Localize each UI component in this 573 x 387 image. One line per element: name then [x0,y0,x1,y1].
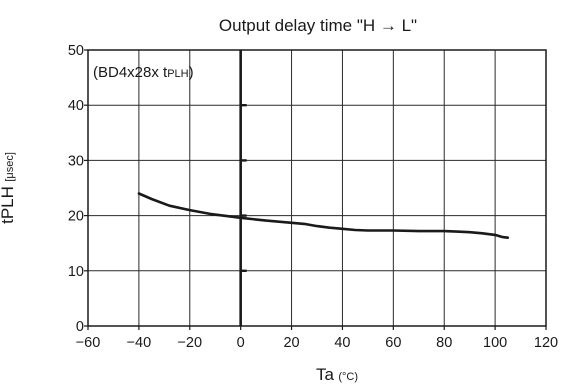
x-tick-label: 20 [283,335,299,351]
annotation-close: ) [189,64,194,81]
y-tick-label: 10 [68,264,84,280]
x-tick-label: 80 [436,335,452,351]
svg-text:tPLH [μsec]: tPLH [μsec] [0,152,17,224]
chart-title: Output delay time "H → L" [219,16,417,35]
annotation-text: (BD4x28x t [93,64,168,81]
series-line [137,192,510,239]
chart-annotation: (BD4x28x tPLH) [93,64,194,81]
x-tick-label: 100 [483,335,507,351]
x-tick-label: −20 [177,335,202,351]
x-tick-label: 60 [385,335,401,351]
tick-labels: −60 −40 −20 0 20 40 60 80 100 120 0 10 20 30 40 50 [68,43,558,351]
plot-area [88,50,546,326]
annotation-subscript: PLH [167,68,188,80]
x-tick-label: −60 [76,335,101,351]
y-tick-label: 30 [68,153,84,169]
x-tick-label: −40 [127,335,152,351]
y-tick-label: 20 [68,209,84,225]
y-axis-unit: [μsec] [4,152,16,182]
x-tick-label: 0 [237,335,245,351]
grid-lines [84,49,547,330]
y-axis-label-text: tPLH [0,186,17,224]
y-tick-label: 40 [68,98,84,114]
x-tick-label: 120 [534,335,558,351]
x-axis-unit: (°C) [338,371,358,383]
y-axis-label: tPLH [μsec] [0,152,17,224]
x-axis-label: Ta (°C) [316,365,358,384]
y-tick-label: 50 [68,43,84,59]
series-layer [137,192,510,239]
plot-frame [87,49,547,327]
y-tick-label: 0 [76,319,84,335]
x-tick-label: 40 [334,335,350,351]
x-axis-label-text: Ta [316,365,335,384]
